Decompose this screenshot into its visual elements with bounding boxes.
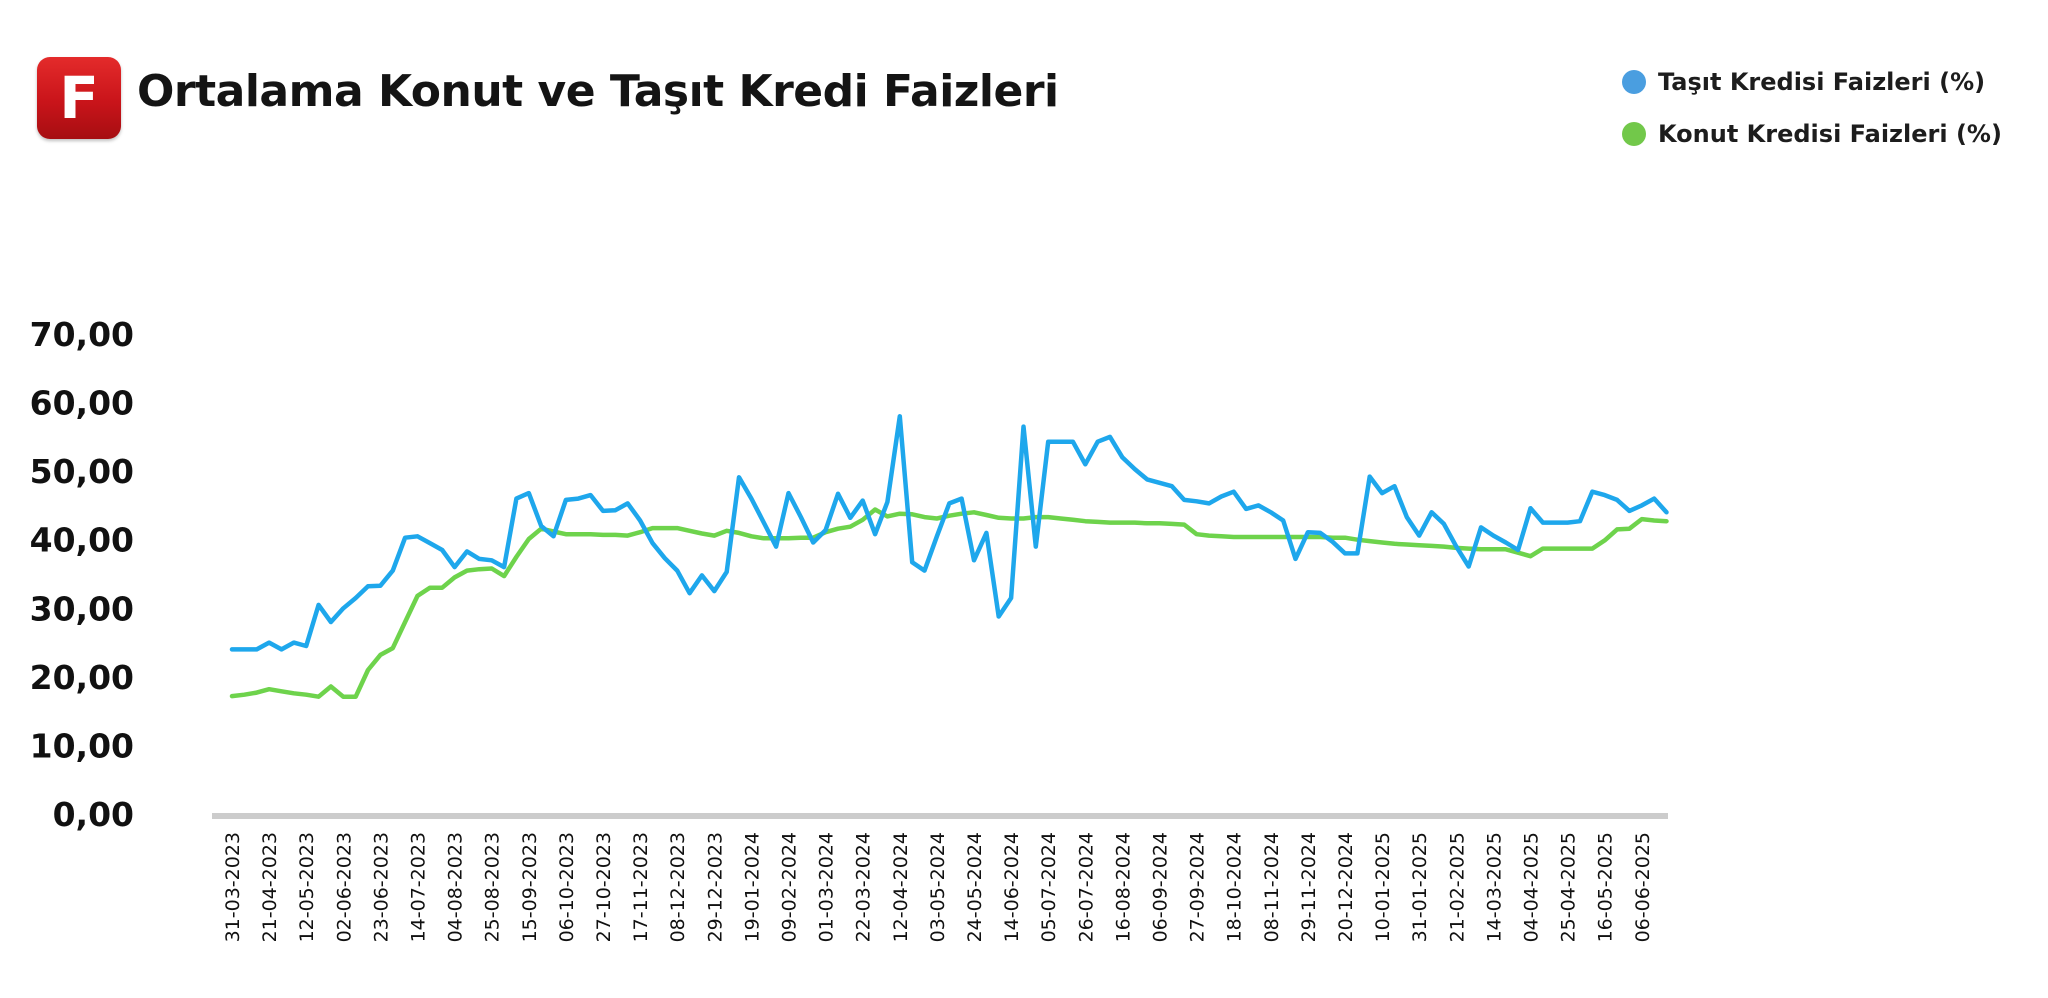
x-tick-label: 25-08-2023 <box>482 832 504 942</box>
x-tick-label: 24-05-2024 <box>964 832 986 942</box>
x-tick-label: 20-12-2024 <box>1335 832 1357 942</box>
x-tick-label: 22-03-2024 <box>853 832 875 942</box>
x-tick-label: 23-06-2023 <box>370 832 392 942</box>
y-tick-label: 70,00 <box>30 315 134 354</box>
x-tick-label: 18-10-2024 <box>1224 832 1246 942</box>
x-tick-label: 04-08-2023 <box>445 832 467 942</box>
x-tick-label: 08-12-2023 <box>667 832 689 942</box>
x-tick-label: 06-09-2024 <box>1150 832 1172 942</box>
x-tick-label: 16-05-2025 <box>1595 832 1617 942</box>
legend-item-tasit: Taşıt Kredisi Faizleri (%) <box>1622 56 2002 108</box>
legend-dot-icon <box>1622 70 1646 94</box>
x-axis: 31-03-2023 21-04-2023 12-05-2023 02-06-2023… <box>212 813 1668 942</box>
logo: F <box>37 57 121 139</box>
legend-dot-icon <box>1622 122 1646 146</box>
y-tick-label: 10,00 <box>30 726 134 765</box>
x-tick-label: 08-11-2024 <box>1261 832 1283 942</box>
y-tick-label: 30,00 <box>30 589 134 628</box>
series-line-tasit <box>229 414 1669 652</box>
x-tick-label: 29-11-2024 <box>1298 832 1320 942</box>
x-tick-label: 25-04-2025 <box>1558 832 1580 942</box>
y-axis: 0,00 10,00 20,00 30,00 40,00 50,00 60,00 70,00 <box>30 315 134 834</box>
x-tick-label: 09-02-2024 <box>779 832 801 942</box>
x-tick-label: 27-10-2023 <box>593 832 615 942</box>
x-tick-label: 06-06-2025 <box>1632 832 1654 942</box>
x-tick-label: 10-01-2025 <box>1372 832 1394 942</box>
legend-label-konut: Konut Kredisi Faizleri (%) <box>1658 120 2002 148</box>
x-tick-label: 05-07-2024 <box>1038 832 1060 942</box>
x-tick-label: 27-09-2024 <box>1187 832 1209 942</box>
x-tick-label: 29-12-2023 <box>704 832 726 942</box>
x-tick-label: 21-04-2023 <box>259 832 281 942</box>
x-tick-label: 26-07-2024 <box>1075 832 1097 942</box>
series-line-konut <box>229 507 1669 699</box>
legend-label-tasit: Taşıt Kredisi Faizleri (%) <box>1658 68 1986 96</box>
x-tick-label: 19-01-2024 <box>741 832 763 942</box>
x-tick-label: 15-09-2023 <box>519 832 541 942</box>
x-tick-label: 31-01-2025 <box>1409 832 1431 942</box>
legend-item-konut: Konut Kredisi Faizleri (%) <box>1622 108 2002 160</box>
x-tick-label: 14-03-2025 <box>1483 832 1505 942</box>
x-tick-label: 16-08-2024 <box>1112 832 1134 942</box>
x-tick-label: 04-04-2025 <box>1521 832 1543 942</box>
x-tick-label: 12-05-2023 <box>296 832 318 942</box>
y-tick-label: 60,00 <box>30 384 134 423</box>
x-tick-label: 14-06-2024 <box>1001 832 1023 942</box>
y-tick-label: 50,00 <box>30 452 134 491</box>
x-tick-label: 03-05-2024 <box>927 832 949 942</box>
x-tick-label: 12-04-2024 <box>890 832 912 942</box>
x-tick-label: 17-11-2023 <box>630 832 652 942</box>
chart-legend: Taşıt Kredisi Faizleri (%) Konut Kredisi… <box>1622 56 2002 160</box>
x-tick-label: 01-03-2024 <box>816 832 838 942</box>
x-tick-label: 14-07-2023 <box>408 832 430 942</box>
y-tick-label: 20,00 <box>30 658 134 697</box>
y-tick-label: 0,00 <box>53 795 134 834</box>
series-layer <box>229 414 1669 699</box>
y-tick-label: 40,00 <box>30 521 134 560</box>
chart-title: Ortalama Konut ve Taşıt Kredi Faizleri <box>137 66 1059 117</box>
x-tick-label: 21-02-2025 <box>1446 832 1468 942</box>
logo-letter: F <box>59 64 99 132</box>
x-tick-label: 31-03-2023 <box>222 832 244 942</box>
x-tick-label: 06-10-2023 <box>556 832 578 942</box>
x-tick-label: 02-06-2023 <box>333 832 355 942</box>
